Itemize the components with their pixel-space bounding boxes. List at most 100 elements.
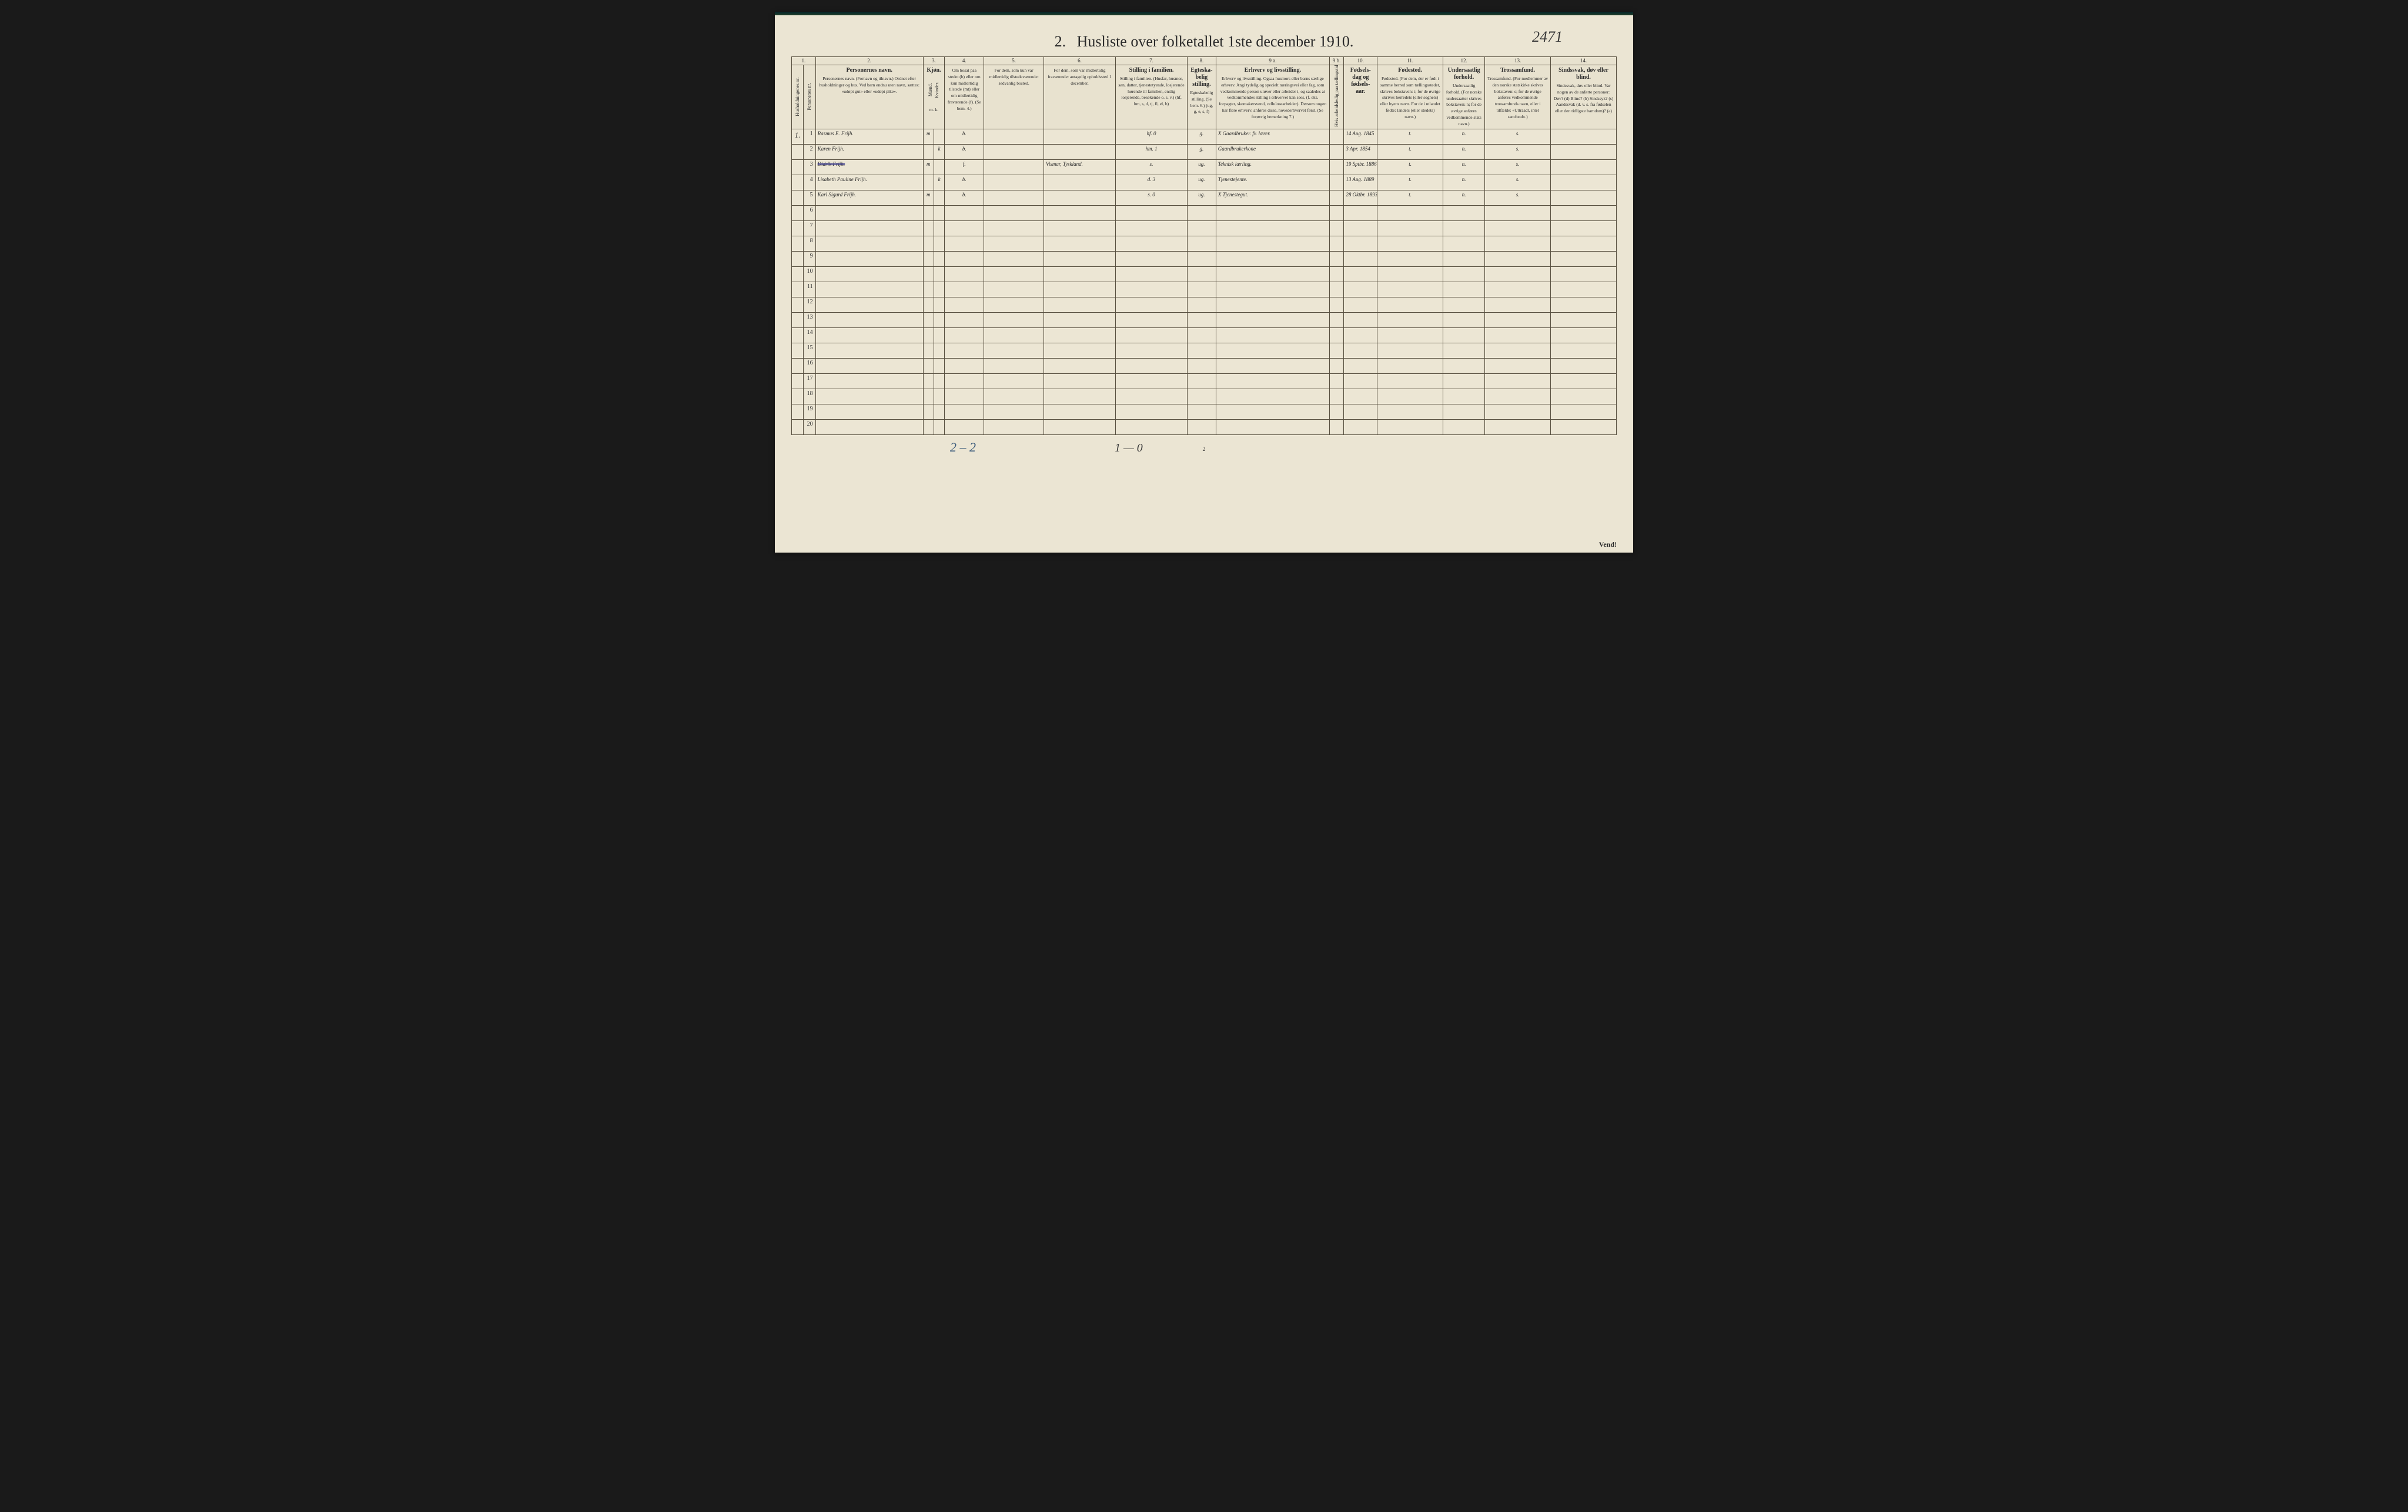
cell-nationality: n. xyxy=(1443,159,1485,175)
cell-birthplace: t. xyxy=(1377,129,1443,144)
cell-empty xyxy=(1344,343,1377,358)
cell-empty xyxy=(984,282,1044,297)
cell-empty xyxy=(1485,419,1551,434)
cell-empty xyxy=(1443,358,1485,373)
cell-empty xyxy=(923,282,934,297)
cell-empty xyxy=(934,327,944,343)
cell-person-no: 20 xyxy=(804,419,815,434)
cell-nationality: n. xyxy=(1443,144,1485,159)
cell-religion: s. xyxy=(1485,129,1551,144)
cell-empty xyxy=(815,312,923,327)
cell-household-no: 1. xyxy=(792,129,804,144)
cell-empty xyxy=(923,312,934,327)
cell-household-no xyxy=(792,419,804,434)
cell-empty xyxy=(815,389,923,404)
cell-empty xyxy=(1188,343,1216,358)
printed-page-number: 2 xyxy=(1203,446,1206,453)
cell-sex-m: m xyxy=(923,159,934,175)
cell-empty xyxy=(945,220,984,236)
table-body: 1.1Rasmus E. Frijh.mb.hf. 0g.X Gaardbruk… xyxy=(792,129,1617,434)
cell-empty xyxy=(1443,236,1485,251)
cell-empty xyxy=(815,419,923,434)
cell-empty xyxy=(1443,297,1485,312)
cell-empty xyxy=(984,419,1044,434)
cell-person-no: 11 xyxy=(804,282,815,297)
cell-empty xyxy=(1188,220,1216,236)
cell-marital: ug. xyxy=(1188,159,1216,175)
cell-empty xyxy=(1188,205,1216,220)
cell-empty xyxy=(1443,220,1485,236)
cell-empty xyxy=(1044,389,1116,404)
cell-empty xyxy=(945,266,984,282)
cell-empty xyxy=(1344,205,1377,220)
cell-residence: b. xyxy=(945,129,984,144)
cell-empty xyxy=(1044,358,1116,373)
cell-empty xyxy=(1329,419,1343,434)
cell-empty xyxy=(1329,205,1343,220)
cell-birthplace: t. xyxy=(1377,144,1443,159)
header-sex: Kjøn. Mænd. Kvinder. m. k. xyxy=(923,65,945,129)
cell-empty xyxy=(1443,266,1485,282)
colnum-11: 11. xyxy=(1377,57,1443,65)
cell-empty xyxy=(1443,251,1485,266)
cell-temp-absent xyxy=(1044,175,1116,190)
cell-empty xyxy=(1485,389,1551,404)
table-row: 12 xyxy=(792,297,1617,312)
cell-empty xyxy=(1188,297,1216,312)
cell-empty xyxy=(945,373,984,389)
cell-occupation: X Tjenestegut. xyxy=(1216,190,1329,205)
cell-empty xyxy=(934,389,944,404)
cell-household-no xyxy=(792,282,804,297)
cell-empty xyxy=(984,205,1044,220)
cell-religion: s. xyxy=(1485,190,1551,205)
cell-empty xyxy=(984,236,1044,251)
cell-empty xyxy=(1216,404,1329,419)
cell-empty xyxy=(1329,251,1343,266)
cell-household-no xyxy=(792,343,804,358)
cell-empty xyxy=(1216,343,1329,358)
cell-empty xyxy=(984,327,1044,343)
cell-empty xyxy=(1116,282,1188,297)
cell-birthplace: t. xyxy=(1377,175,1443,190)
cell-name: Didrik Frijh. xyxy=(815,159,923,175)
cell-empty xyxy=(1377,358,1443,373)
cell-empty xyxy=(1551,297,1617,312)
cell-temp-absent: Vismar, Tyskland. xyxy=(1044,159,1116,175)
colnum-9a: 9 a. xyxy=(1216,57,1329,65)
cell-person-no: 9 xyxy=(804,251,815,266)
cell-empty xyxy=(1116,404,1188,419)
cell-empty xyxy=(1216,327,1329,343)
cell-empty xyxy=(1551,266,1617,282)
cell-empty xyxy=(1329,358,1343,373)
cell-birthplace: t. xyxy=(1377,190,1443,205)
cell-empty xyxy=(1377,205,1443,220)
table-row: 13 xyxy=(792,312,1617,327)
table-row: 10 xyxy=(792,266,1617,282)
cell-empty xyxy=(923,404,934,419)
cell-empty xyxy=(1551,220,1617,236)
column-label-row: Husholdningenes nr. Personenes nr. Perso… xyxy=(792,65,1617,129)
table-row: 4Lisabeth Pauline Frijh.kb.d. 3ug.Tjenes… xyxy=(792,175,1617,190)
header-birthdate: Fødsels-dag og fødsels-aar. xyxy=(1344,65,1377,129)
header-religion: Trossamfund.Trossamfund. (For medlemmer … xyxy=(1485,65,1551,129)
cell-empty xyxy=(1344,358,1377,373)
cell-empty xyxy=(1188,389,1216,404)
cell-person-no: 15 xyxy=(804,343,815,358)
cell-empty xyxy=(1188,327,1216,343)
cell-empty xyxy=(923,251,934,266)
cell-person-no: 19 xyxy=(804,404,815,419)
cell-empty xyxy=(1329,312,1343,327)
cell-household-no xyxy=(792,144,804,159)
cell-empty xyxy=(1188,282,1216,297)
header-nationality: Undersaatlig forhold.Undersaatlig forhol… xyxy=(1443,65,1485,129)
cell-household-no xyxy=(792,404,804,419)
cell-empty xyxy=(934,297,944,312)
colnum-2: 2. xyxy=(815,57,923,65)
cell-empty xyxy=(815,343,923,358)
cell-unemployed xyxy=(1329,129,1343,144)
cell-empty xyxy=(815,205,923,220)
cell-empty xyxy=(1344,373,1377,389)
colnum-1: 1. xyxy=(792,57,816,65)
colnum-10: 10. xyxy=(1344,57,1377,65)
cell-empty xyxy=(984,373,1044,389)
